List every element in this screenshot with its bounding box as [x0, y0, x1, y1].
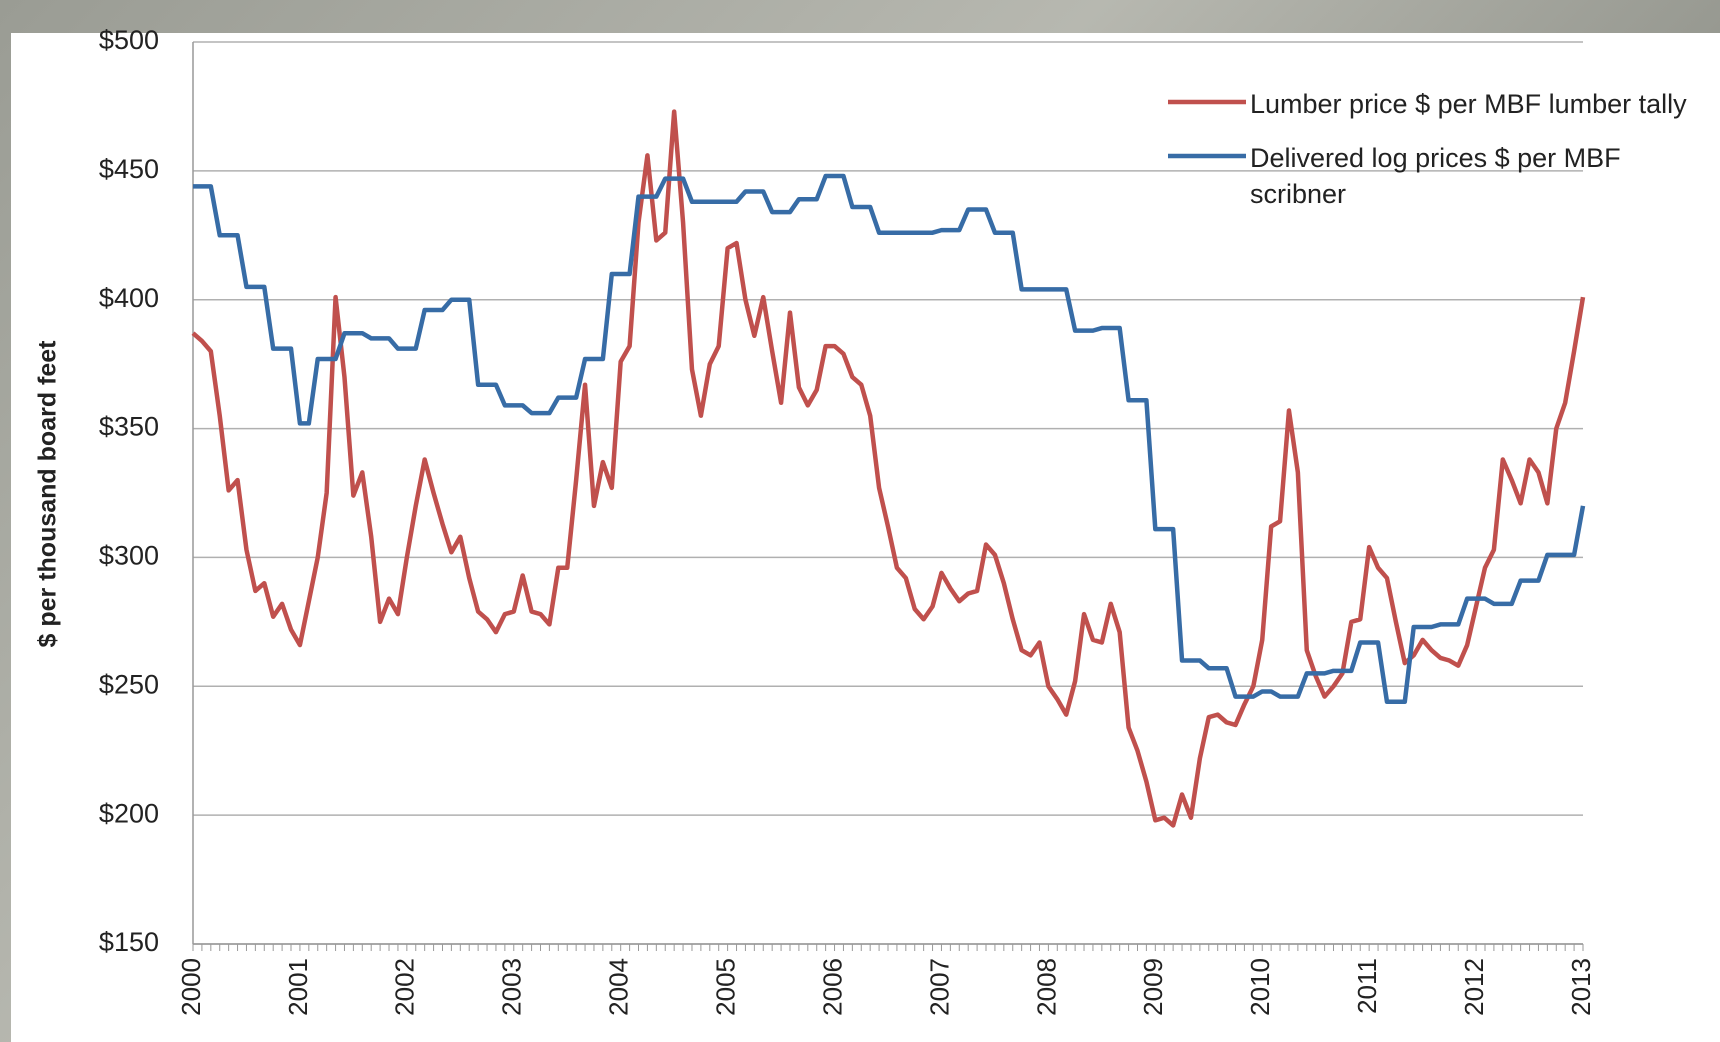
y-tick-label: $500: [99, 25, 159, 55]
x-tick-label: 2007: [924, 958, 954, 1016]
series-line: [193, 112, 1583, 826]
page: $ per thousand board feet $150 $200 $250 $3…: [0, 0, 1720, 1042]
series-line: [193, 176, 1583, 702]
x-tick-label: 2011: [1352, 958, 1382, 1014]
y-tick-label: $150: [99, 927, 159, 957]
x-tick-label: 2000: [176, 958, 206, 1016]
y-axis-label: $ per thousand board feet: [34, 340, 62, 648]
x-tick-label: 2001: [283, 958, 313, 1016]
x-tick-label: 2008: [1031, 958, 1061, 1016]
y-tick-label: $300: [99, 541, 159, 571]
y-tick-label: $400: [99, 283, 159, 313]
x-tick-label: 2006: [817, 958, 847, 1016]
x-tick-label: 2003: [497, 958, 527, 1016]
x-tick-label: 2005: [710, 958, 740, 1016]
x-tick-label: 2010: [1245, 958, 1275, 1016]
y-tick-label: $350: [99, 412, 159, 442]
y-tick-label: $250: [99, 669, 159, 699]
x-tick-label: 2004: [604, 958, 634, 1016]
y-tick-label: $200: [99, 798, 159, 828]
x-tick-label: 2002: [390, 958, 420, 1016]
x-tick-label: 2012: [1459, 958, 1489, 1016]
legend-label: Lumber price $ per MBF lumber tally: [1250, 86, 1705, 122]
x-tick-label: 2013: [1566, 958, 1596, 1016]
x-tick-label: 2009: [1138, 958, 1168, 1016]
y-tick-label: $450: [99, 154, 159, 184]
legend-label: Delivered log prices $ per MBF scribner: [1250, 140, 1705, 212]
